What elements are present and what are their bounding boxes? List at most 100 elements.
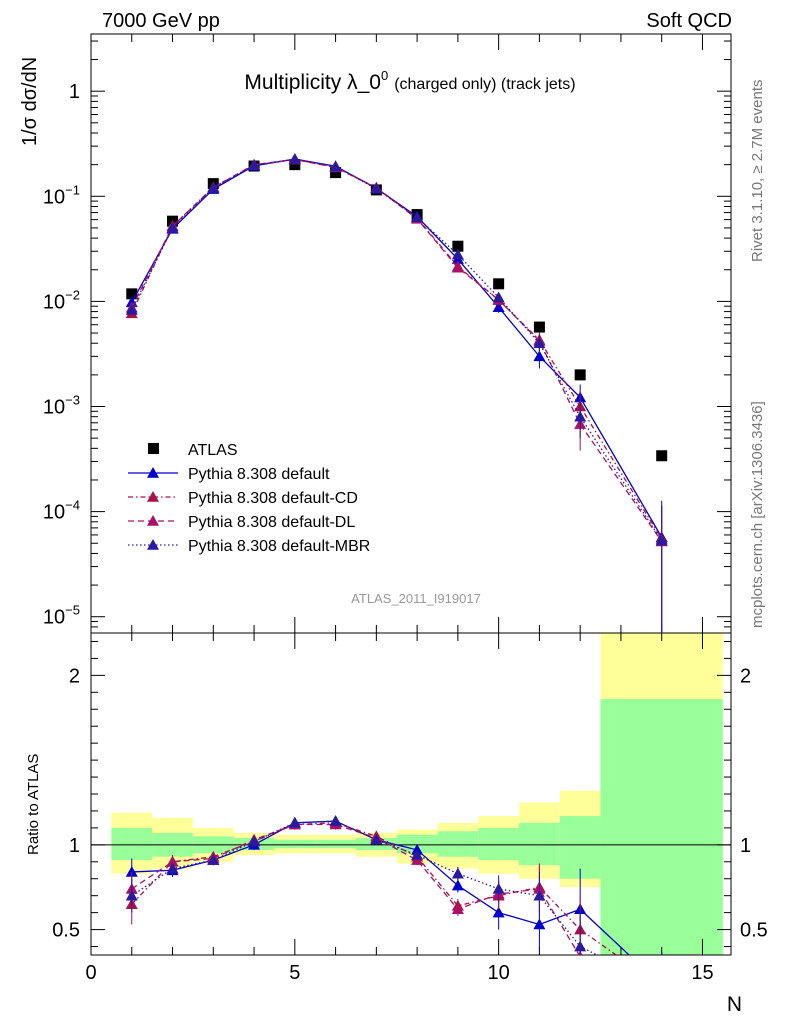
main-point	[411, 211, 424, 223]
legend-label: Pythia 8.308 default-MBR	[188, 538, 370, 555]
legend: ATLAS Pythia 8.308 default Pythia 8.308 de…	[128, 442, 370, 555]
main-point	[533, 350, 546, 362]
beam-label: 7000 GeV pp	[102, 10, 220, 32]
ratio-point	[656, 980, 668, 991]
band-green-11	[559, 816, 601, 879]
band-green-5	[315, 839, 356, 849]
main-y-tick-label: 10−5	[43, 603, 80, 629]
main-point	[533, 337, 546, 349]
legend-label: ATLAS	[188, 442, 238, 459]
main-point	[370, 182, 383, 194]
ratio-point	[125, 889, 138, 901]
ratio-point	[329, 815, 342, 826]
ratio-y-tick-label: 0.5	[52, 920, 80, 942]
main-y-tick-label: 1	[69, 81, 80, 103]
main-y-label: 1/σ dσ/dN	[19, 57, 41, 146]
title-superscript: 0	[381, 68, 388, 83]
ratio-series-group	[125, 815, 668, 992]
legend-marker	[147, 467, 159, 478]
x-axis: 0 5 10 15	[85, 34, 714, 984]
x-tick-label: 5	[289, 962, 300, 984]
main-point	[125, 303, 138, 315]
x-tick-label: 15	[691, 962, 713, 984]
ratio-point	[451, 903, 464, 915]
ratio-point	[451, 867, 464, 879]
ratio-y-axis: 0.5 0.5 1 1 2 2	[52, 640, 768, 948]
ratio-point	[166, 855, 179, 867]
legend-marker	[147, 539, 159, 550]
main-y-tick-label: 10−2	[43, 287, 80, 313]
x-axis-label: N	[727, 993, 742, 1016]
ratio-y-tick-label: 1	[69, 835, 80, 857]
ratio-point	[411, 849, 424, 860]
main-point	[125, 296, 138, 308]
ratio-point	[207, 854, 220, 865]
main-point	[248, 159, 261, 171]
legend-marker	[147, 491, 159, 502]
legend-marker-atlas	[148, 443, 159, 454]
ratio-y-tick-label-right: 1	[740, 835, 751, 857]
atlas-point	[656, 450, 668, 462]
main-point	[451, 261, 464, 273]
band-green-9	[478, 827, 520, 861]
ratio-point	[451, 879, 464, 891]
main-point	[655, 534, 668, 546]
title-main: Multiplicity λ_0	[244, 71, 381, 94]
main-y-axis: 1 10−1 10−2 10−3 10−4 10−5	[43, 40, 731, 634]
atlas-point	[533, 321, 545, 333]
ratio-point	[492, 906, 505, 918]
ratio-y-tick-label-right: 0.5	[740, 920, 768, 942]
main-point	[492, 301, 505, 313]
band-green-4	[274, 839, 316, 849]
ratio-point	[288, 816, 301, 828]
atlas-point	[574, 369, 586, 381]
ratio-point	[533, 918, 546, 930]
ratio-point	[125, 865, 138, 877]
main-point	[288, 153, 301, 164]
legend-label: Pythia 8.308 default	[188, 466, 330, 483]
title-suffix: (charged only) (track jets)	[394, 76, 575, 93]
main-line-4	[131, 158, 663, 541]
main-point	[451, 248, 464, 260]
x-tick-label: 10	[488, 962, 510, 984]
main-point	[207, 181, 220, 193]
mcplots-label: mcplots.cern.ch [arXiv:1306.3436]	[749, 401, 766, 628]
legend-label: Pythia 8.308 default-DL	[188, 514, 355, 531]
rivet-label: Rivet 3.1.10, ≥ 2.7M events	[749, 80, 766, 263]
atlas-point	[452, 240, 464, 252]
band-green-8	[437, 831, 479, 857]
ratio-point	[656, 981, 668, 992]
ratio-point	[166, 862, 179, 874]
main-point	[574, 410, 587, 422]
ratio-point	[574, 940, 587, 952]
analysis-id: ATLAS_2011_I919017	[351, 591, 481, 606]
plot-title: Multiplicity λ_00 (charged only) (track j…	[244, 68, 575, 94]
band-green-12	[600, 699, 723, 955]
main-y-tick-label: 10−3	[43, 393, 80, 419]
atlas-point	[289, 159, 301, 171]
category-label: Soft QCD	[646, 10, 732, 32]
band-green-10	[519, 822, 560, 866]
atlas-point	[330, 167, 342, 179]
main-point	[329, 160, 342, 172]
main-series-group	[125, 153, 668, 633]
ratio-y-label: Ratio to ATLAS	[25, 754, 42, 855]
main-point	[166, 221, 179, 233]
ratio-point	[370, 833, 383, 845]
atlas-point	[126, 288, 138, 300]
ratio-y-tick-label: 2	[69, 665, 80, 687]
main-line-3	[131, 158, 663, 542]
ratio-point	[248, 835, 261, 847]
ratio-uncertainty-bands	[111, 633, 723, 955]
ratio-point	[656, 981, 668, 992]
main-y-tick-label: 10−4	[43, 498, 80, 524]
atlas-point	[493, 278, 505, 290]
band-green-0	[111, 827, 153, 861]
ratio-y-tick-label-right: 2	[740, 665, 751, 687]
ratio-point	[533, 889, 546, 901]
x-tick-label: 0	[85, 962, 96, 984]
main-point	[492, 291, 505, 303]
ratio-point	[492, 882, 505, 894]
main-plot-frame	[90, 33, 732, 634]
